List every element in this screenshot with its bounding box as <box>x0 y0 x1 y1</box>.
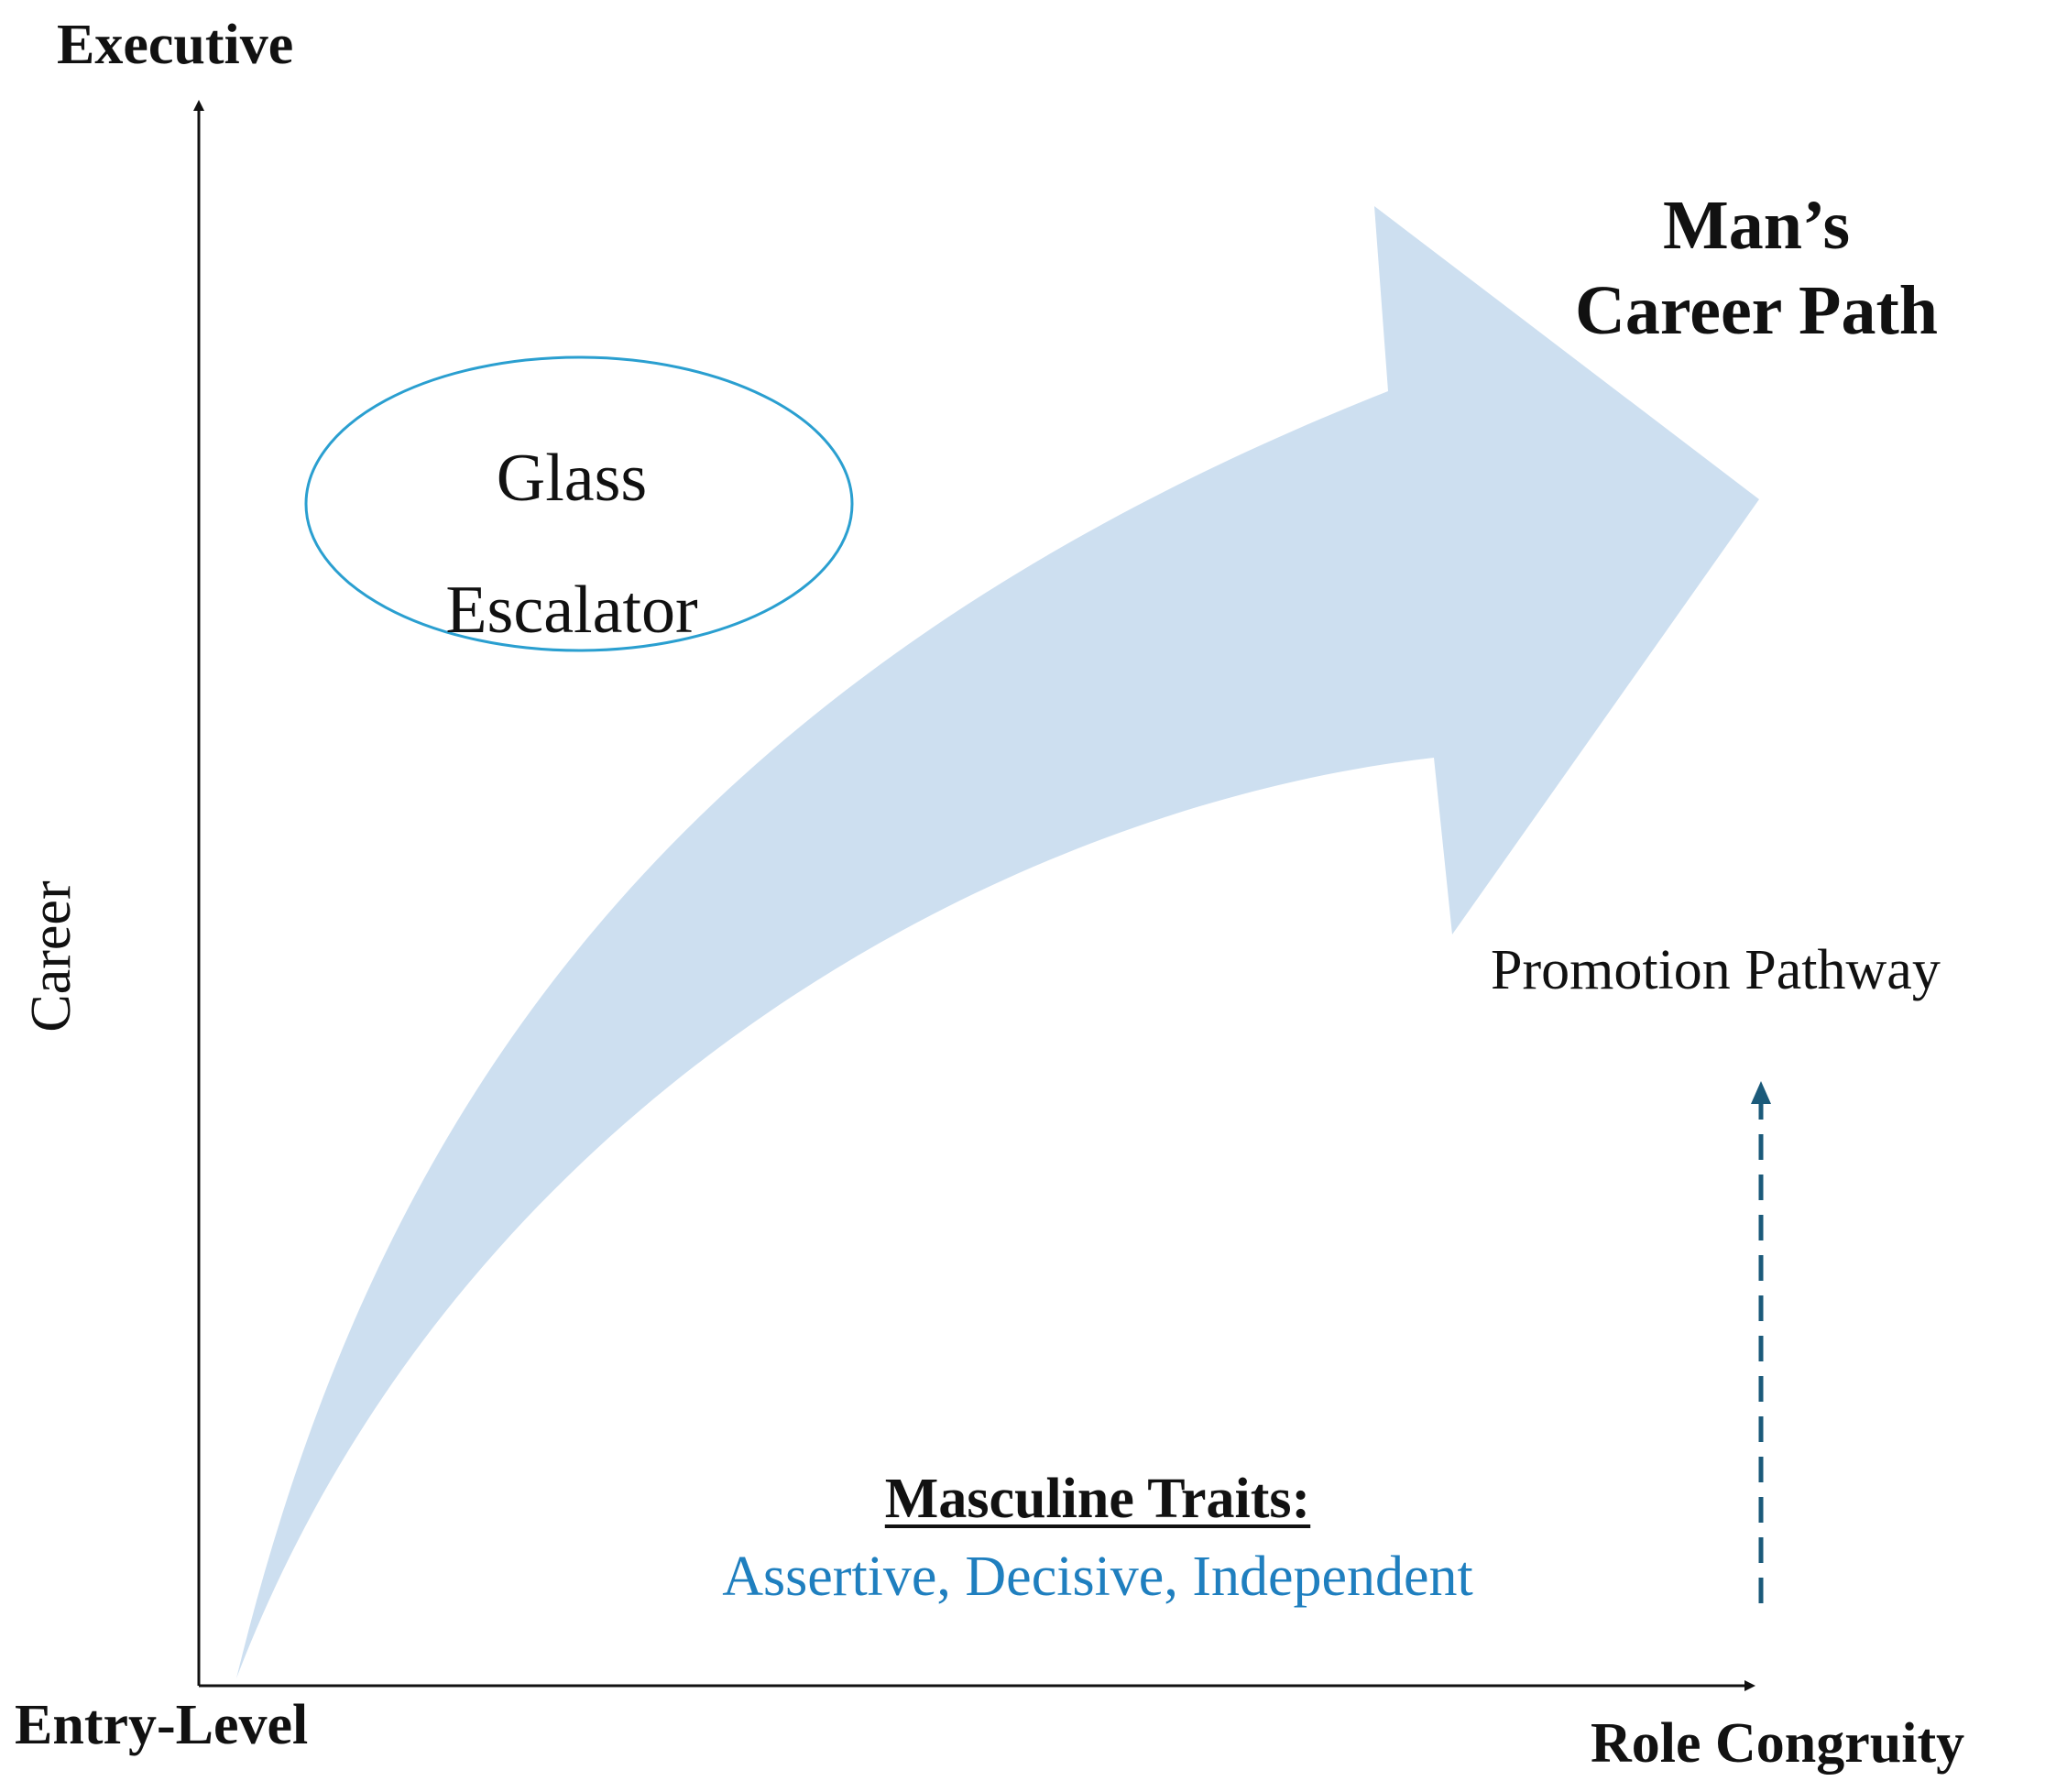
career-path-arrow <box>236 206 1759 1678</box>
career-path-label-line2: Career Path <box>1574 271 1939 349</box>
promotion-pathway-label: Promotion Pathway <box>1491 939 1941 1001</box>
x-axis-title: Role Congruity <box>1591 1712 1965 1775</box>
glass-escalator-line2: Escalator <box>445 573 698 649</box>
glass-escalator-oval <box>304 355 854 652</box>
career-path-label: Man’s Career Path <box>1575 183 1938 353</box>
glass-escalator-line1: Glass <box>496 441 648 516</box>
traits-title: Masculine Traits: <box>884 1468 1311 1530</box>
promotion-arrowhead <box>1751 1081 1771 1104</box>
y-axis-top-label: Executive <box>57 14 294 76</box>
career-path-label-line1: Man’s <box>1662 187 1851 264</box>
origin-label: Entry-Level <box>15 1694 309 1756</box>
glass-escalator-label: Glass Escalator <box>445 412 697 677</box>
traits-list: Assertive, Decisive, Independent <box>722 1546 1473 1608</box>
y-axis-title: Career <box>20 880 82 1033</box>
